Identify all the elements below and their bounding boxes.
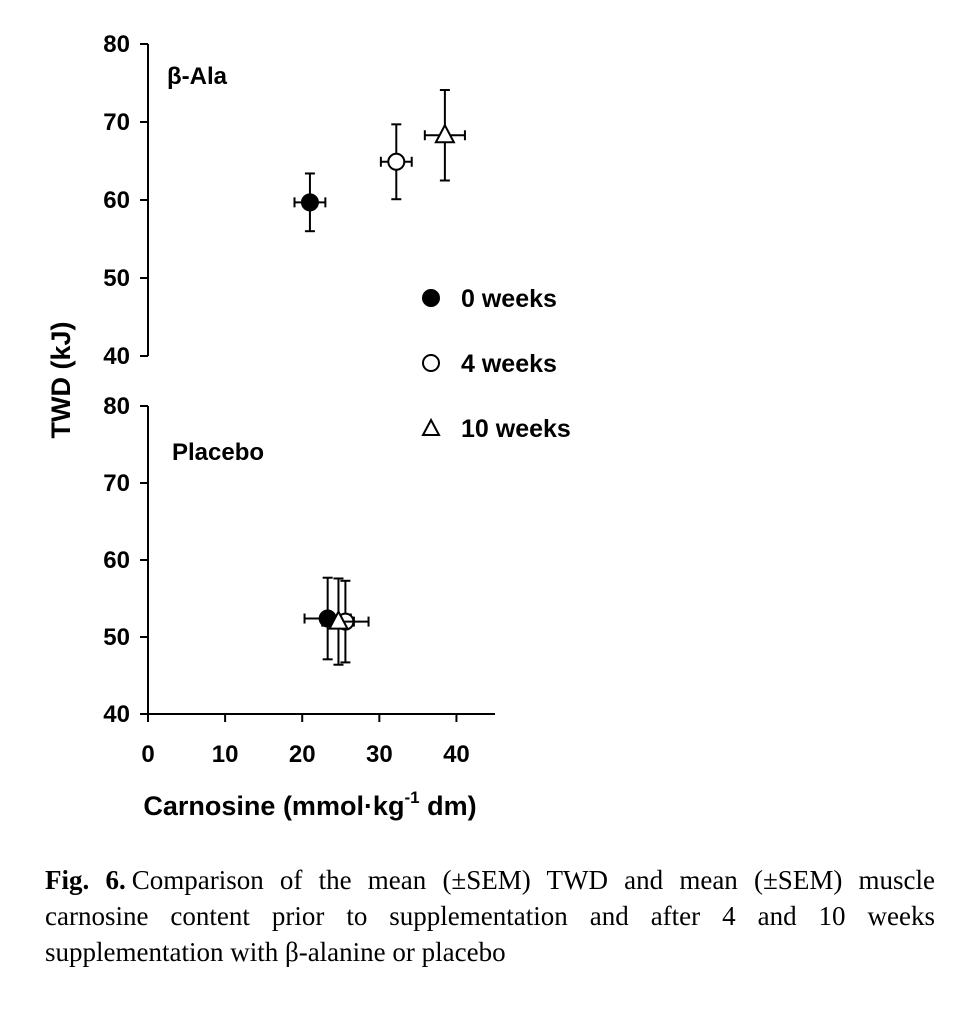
legend-entry-10-weeks: 10 weeks [421, 415, 571, 443]
y-tick-label: 40 [103, 701, 130, 728]
legend-label-10-weeks: 10 weeks [461, 415, 571, 443]
y-tick-label: 70 [103, 109, 130, 136]
legend: 0 weeks 4 weeks 10 weeks [421, 285, 571, 443]
panel-label-placebo: Placebo [172, 439, 264, 466]
data-point-10-weeks [322, 577, 355, 666]
x-tick-label: 40 [443, 741, 470, 768]
legend-entry-0-weeks: 0 weeks [422, 285, 557, 313]
data-point-4-weeks [379, 123, 413, 201]
x-axis-title-superscript: -1 [404, 788, 419, 807]
x-axis-title: Carnosine (mmol·kg-1 dm) [143, 788, 476, 821]
marker-open-triangle [434, 123, 456, 144]
data-point-0-weeks [293, 172, 327, 233]
marker-filled-circle [300, 193, 319, 212]
x-axis-title-tail: dm) [420, 791, 477, 821]
data-point-10-weeks [423, 89, 466, 182]
caption-text: Comparison of the mean (±SEM) TWD and me… [45, 865, 935, 967]
legend-marker-open-triangle [421, 417, 441, 436]
panel-label-beta-ala: β-Ala [167, 63, 228, 90]
y-tick-label: 60 [103, 547, 130, 574]
y-tick-label: 50 [103, 624, 130, 651]
figure-number: Fig. 6. [45, 865, 126, 895]
data-marks [293, 89, 466, 666]
y-tick-label: 50 [103, 265, 130, 292]
legend-label-0-weeks: 0 weeks [461, 285, 557, 313]
y-tick-label: 70 [103, 470, 130, 497]
marker-open-circle [387, 152, 406, 171]
x-tick-label: 0 [141, 741, 154, 768]
x-tick-label: 30 [366, 741, 393, 768]
x-tick-label: 10 [212, 741, 239, 768]
legend-marker-filled-circle [422, 289, 440, 307]
x-axis-title-main: Carnosine (mmol·kg [143, 791, 404, 821]
marker-open-triangle [327, 609, 350, 630]
y-tick-label: 60 [103, 187, 130, 214]
axes: 40 50 60 70 80 40 50 60 70 80 0 10 20 30 40 [103, 31, 495, 768]
legend-marker-open-circle [422, 354, 440, 372]
legend-entry-4-weeks: 4 weeks [422, 350, 557, 378]
figure: 40 50 60 70 80 40 50 60 70 80 0 10 20 30 40 β-Ala Plac… [46, 31, 571, 821]
y-tick-label: 80 [103, 393, 130, 420]
y-axis-title: TWD (kJ) [46, 322, 76, 439]
y-tick-label: 80 [103, 31, 130, 58]
legend-label-4-weeks: 4 weeks [461, 350, 557, 378]
figure-caption: Fig. 6. Comparison of the mean (±SEM) TWD… [45, 862, 935, 970]
y-tick-label: 40 [103, 343, 130, 370]
x-tick-label: 20 [289, 741, 316, 768]
